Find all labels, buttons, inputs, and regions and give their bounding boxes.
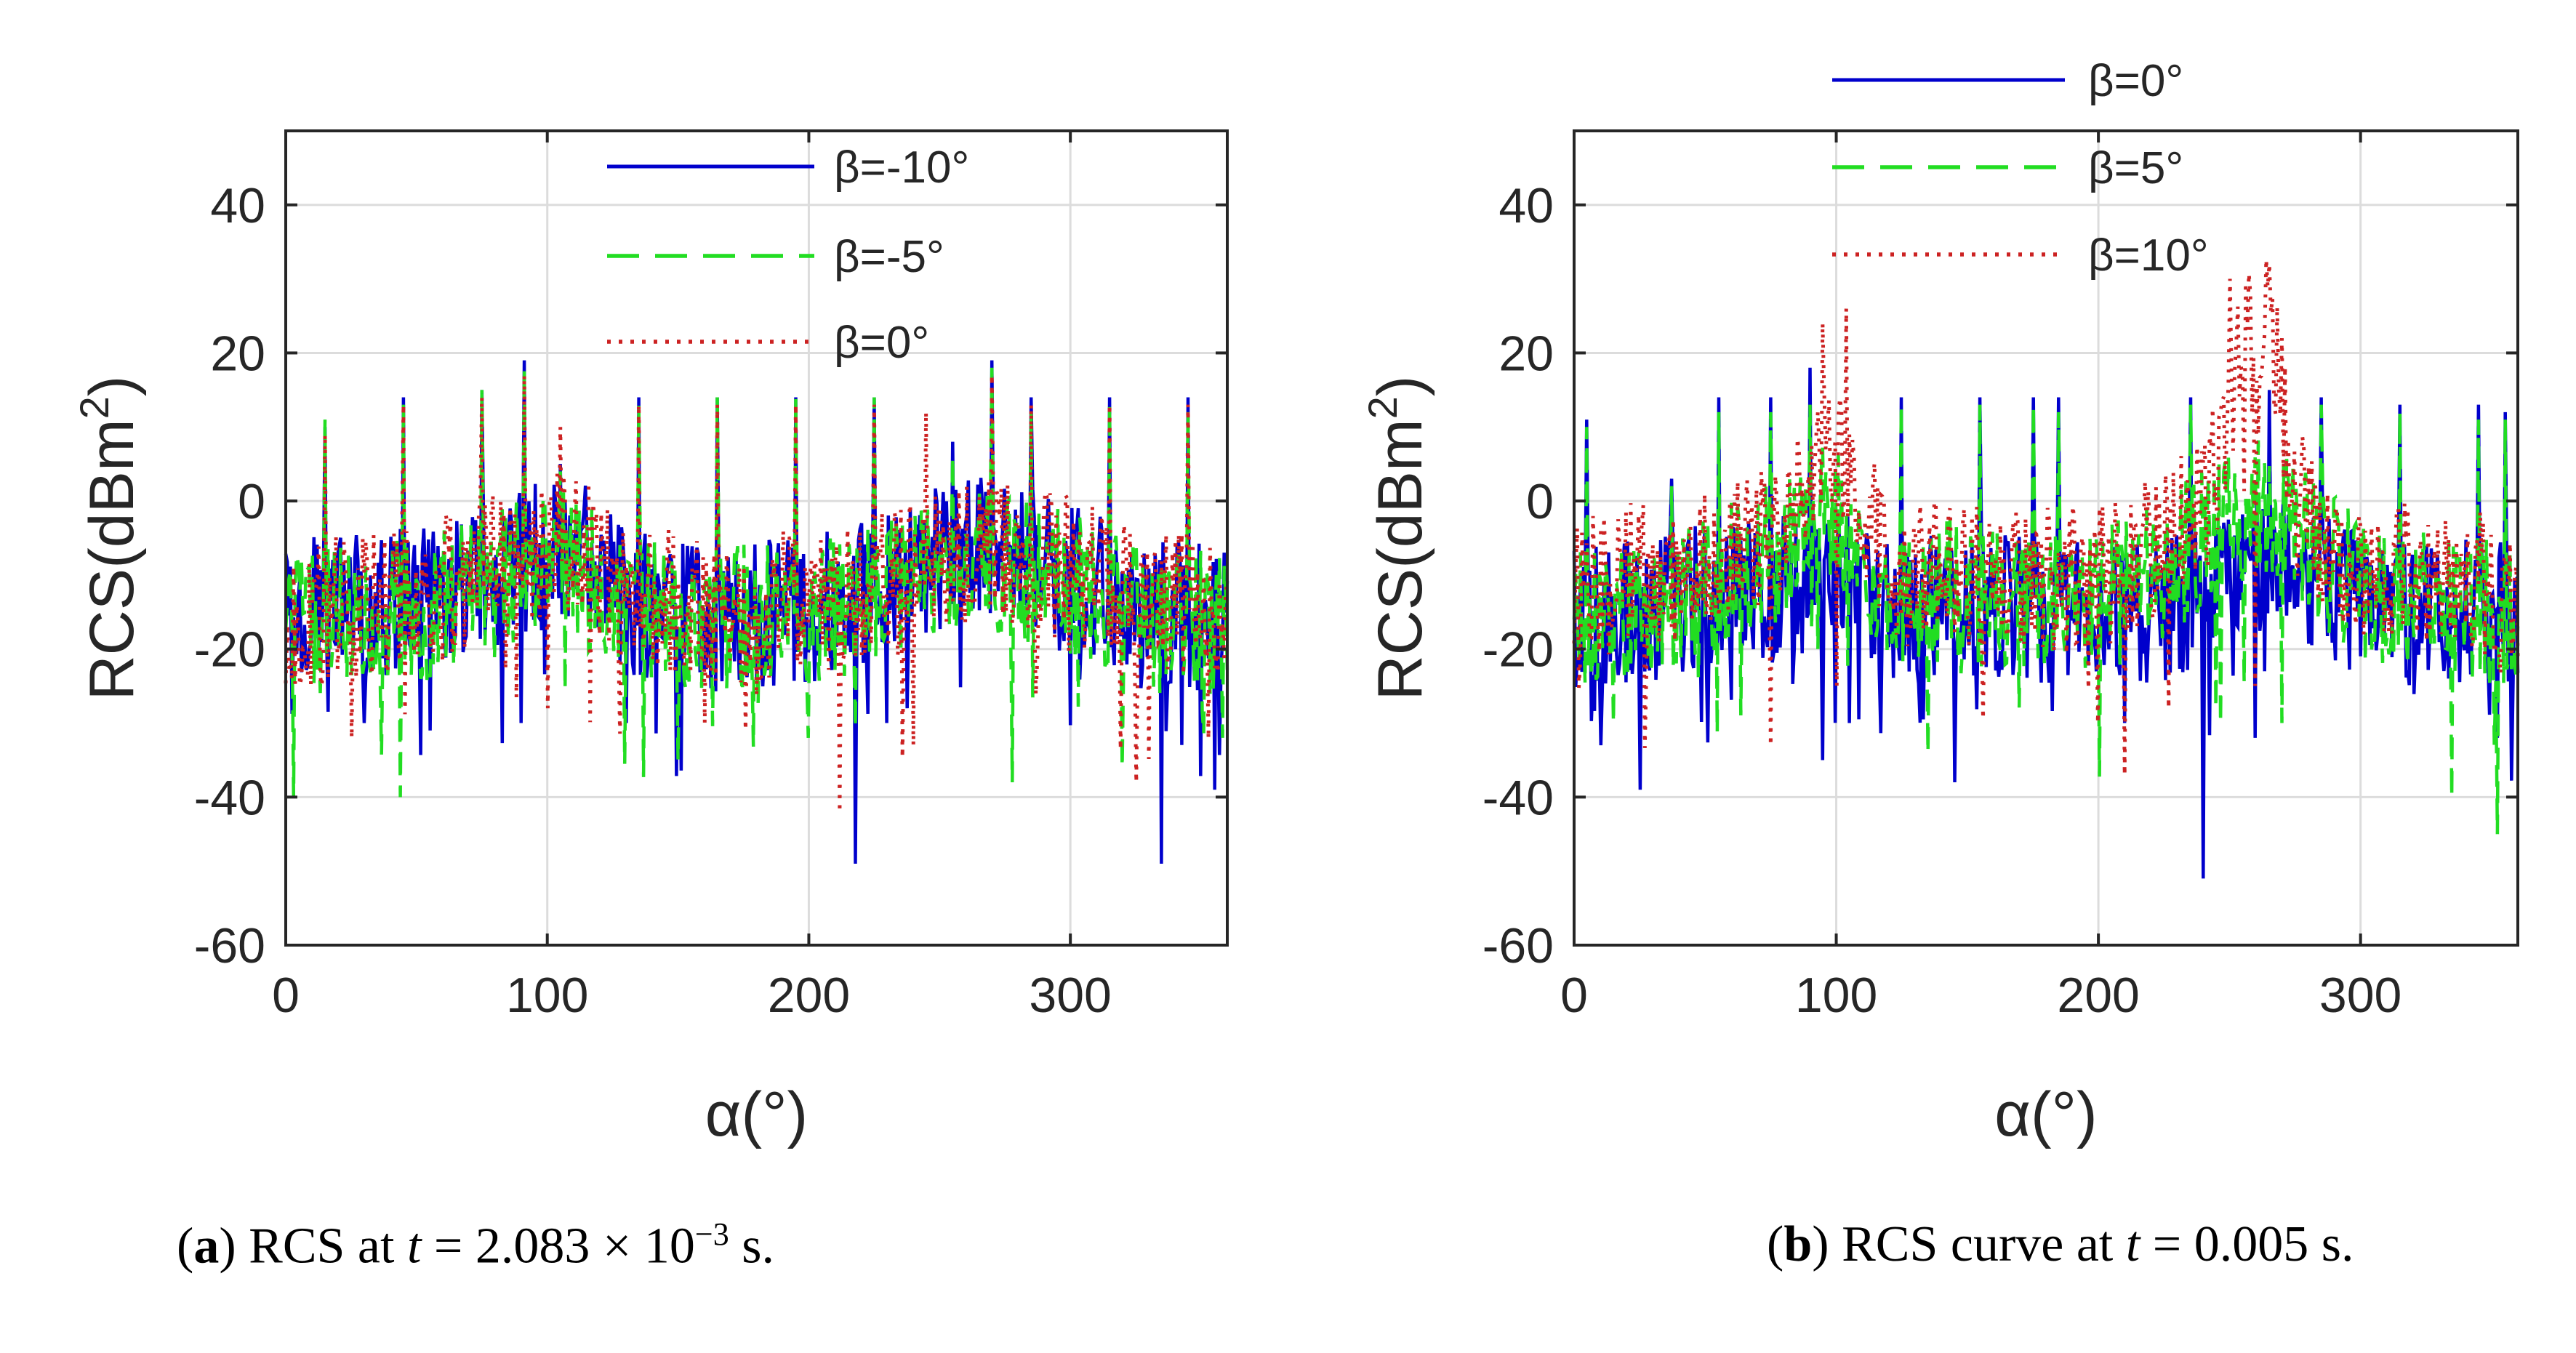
y-tick-label: 40 (1498, 178, 1554, 233)
y-tick-label: -40 (1482, 770, 1554, 825)
x-tick-label: 0 (1560, 968, 1588, 1023)
caption-a-var: t (406, 1218, 422, 1274)
caption-b-value: = 0.005 s. (2140, 1216, 2354, 1272)
y-tick-label: 20 (1498, 326, 1554, 381)
series-line-2 (1572, 404, 2520, 835)
y-axis-label: RCS(dBm2) (1360, 376, 1435, 701)
caption-a: (a) RCS at t = 2.083 × 10−3 s. (177, 1216, 774, 1274)
caption-a-unit: s. (729, 1218, 774, 1274)
y-tick-label: 0 (238, 474, 265, 529)
axes-box (1573, 129, 2519, 947)
caption-b: (b) RCS curve at t = 0.005 s. (1767, 1216, 2354, 1272)
legend-label-1: β=-10° (834, 142, 969, 193)
y-axis-label: RCS(dBm2) (71, 376, 147, 701)
x-tick-label: 200 (2057, 968, 2139, 1023)
plot-area (286, 131, 1227, 945)
x-tick-label: 0 (272, 968, 300, 1023)
y-tick-label: 40 (210, 178, 265, 233)
legend-label-1: β=0° (2088, 56, 2183, 106)
chart-panel-a: 0 100 200 300 -60 -40 -20 0 20 40 α(°) RCS(dBm2) β=-… (71, 129, 1229, 1149)
x-tick-label: 300 (1029, 968, 1111, 1023)
caption-b-text: RCS curve at (1829, 1216, 2126, 1272)
y-tick-label: -60 (194, 918, 265, 973)
y-tick-label: 20 (210, 326, 265, 381)
caption-a-exponent: −3 (694, 1216, 729, 1252)
y-tick-label: -20 (194, 622, 265, 678)
x-tick-label: 100 (1795, 968, 1877, 1023)
caption-a-value: = 2.083 × 10 (421, 1218, 695, 1274)
y-tick-label: -20 (1482, 622, 1554, 678)
y-tick-label: -40 (194, 770, 265, 825)
caption-b-label: b (1783, 1216, 1813, 1272)
legend-label-2: β=5° (2088, 143, 2183, 193)
x-tick-label: 100 (506, 968, 588, 1023)
legend-label-2: β=-5° (834, 232, 944, 282)
x-tick-label: 300 (2319, 968, 2402, 1023)
chart-panel-b: 0 100 200 300 -60 -40 -20 0 20 40 α(°) RCS(dBm2) β=0… (1360, 56, 2520, 1149)
axes-box (284, 129, 1229, 947)
y-tick-label: -60 (1482, 918, 1554, 973)
x-tick-label: 200 (768, 968, 850, 1023)
series-line-2 (284, 367, 1229, 798)
y-tick-label: 0 (1526, 474, 1554, 529)
legend-label-3: β=10° (2088, 230, 2209, 281)
x-axis-label: α(°) (1994, 1080, 2097, 1149)
caption-b-var: t (2125, 1216, 2140, 1272)
caption-a-text: RCS at (236, 1218, 407, 1274)
caption-a-label: a (193, 1218, 220, 1274)
x-axis-label: α(°) (705, 1080, 808, 1149)
legend-label-3: β=0° (834, 318, 929, 368)
